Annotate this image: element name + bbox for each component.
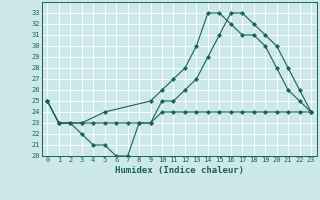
X-axis label: Humidex (Indice chaleur): Humidex (Indice chaleur) <box>115 166 244 175</box>
